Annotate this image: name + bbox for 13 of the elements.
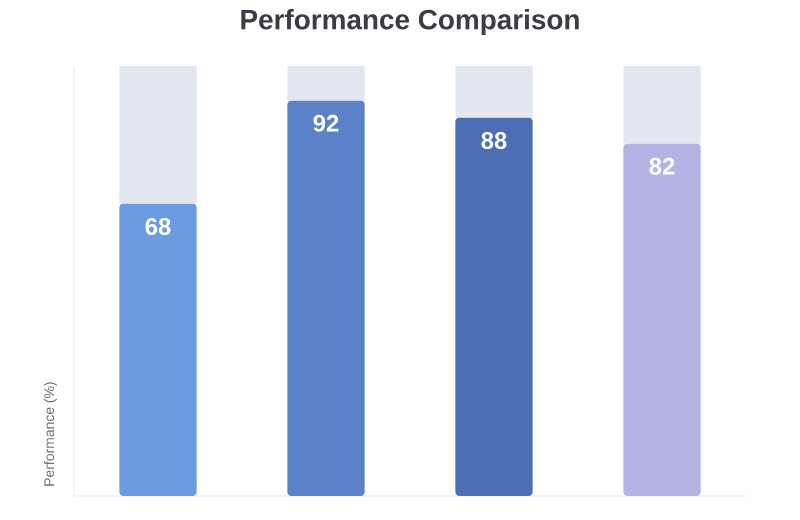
- bar: [287, 100, 365, 496]
- bar: [119, 203, 197, 496]
- data-label: 88: [481, 132, 507, 149]
- bar: [287, 66, 365, 101]
- bar: [455, 117, 533, 496]
- chart-title: Performance Comparison: [241, 8, 579, 35]
- bar: [455, 66, 533, 118]
- data-label: 68: [145, 218, 171, 235]
- data-label: 82: [649, 157, 675, 175]
- bar: [623, 143, 701, 496]
- data-label: 92: [313, 114, 339, 132]
- bar: [623, 66, 701, 144]
- bar: [119, 66, 197, 204]
